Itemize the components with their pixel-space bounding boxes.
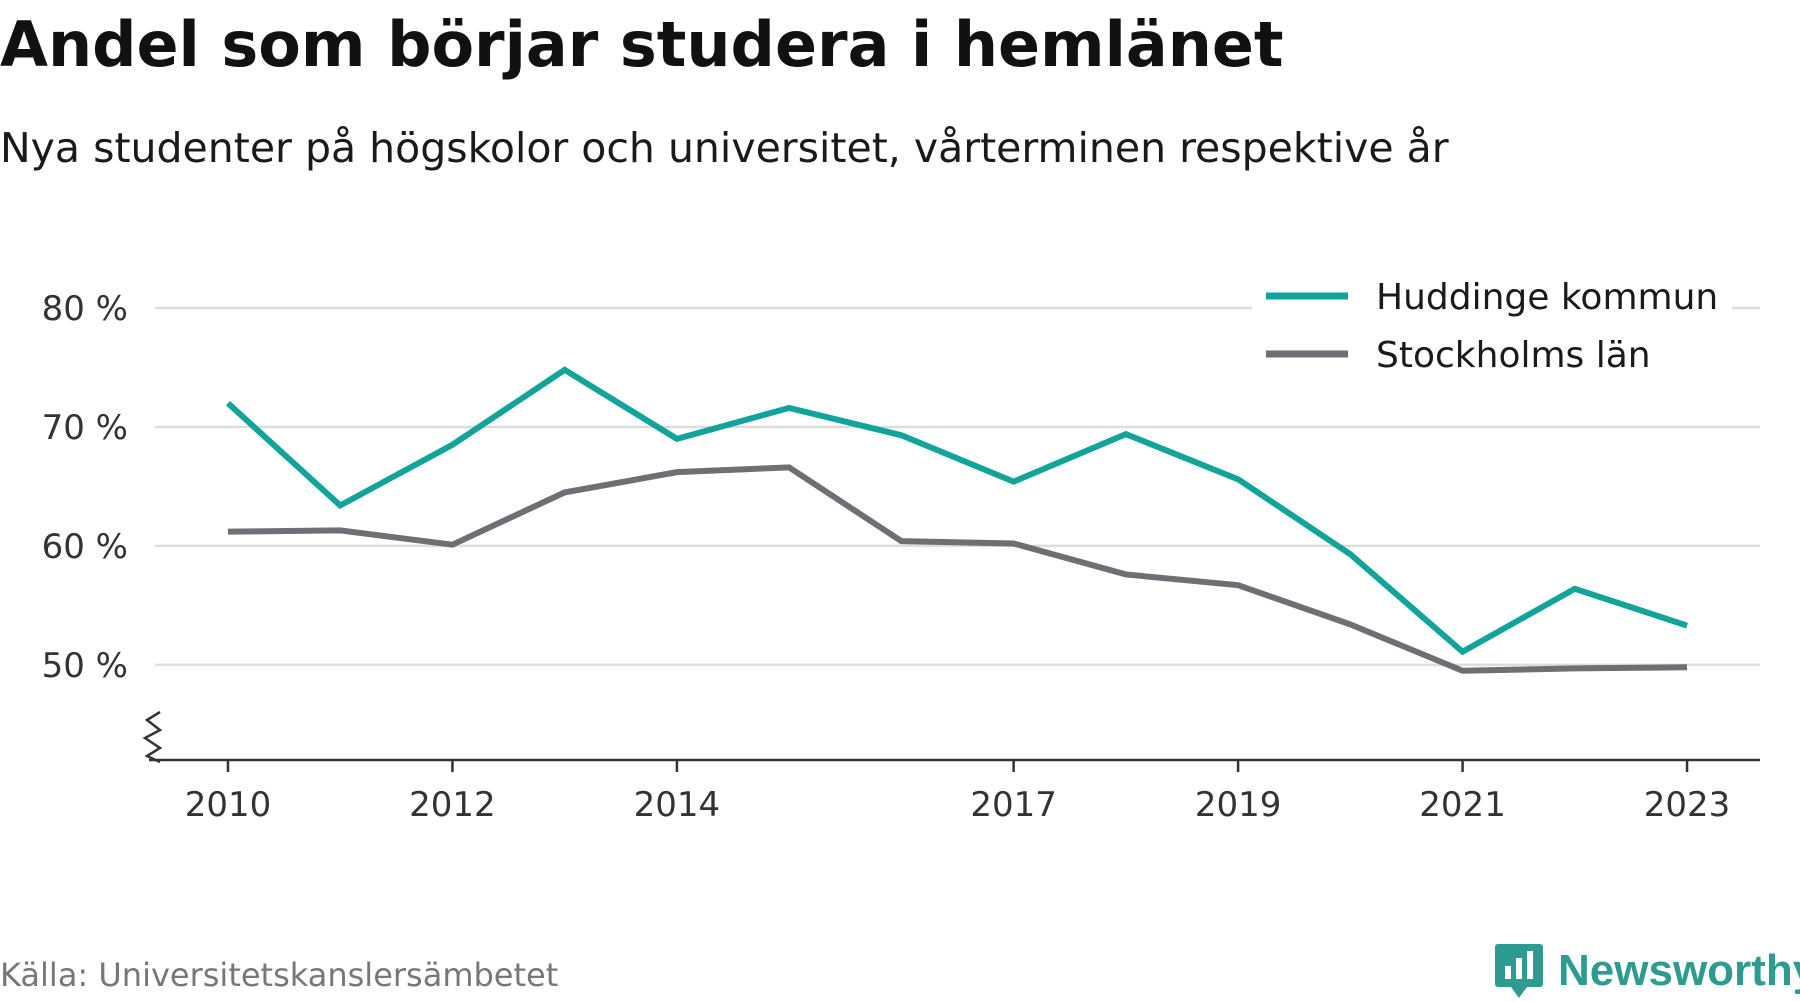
x-tick-label: 2019 bbox=[1195, 785, 1282, 825]
x-tick-label: 2017 bbox=[970, 785, 1057, 825]
x-axis-labels: 2010 2012 2014 2017 2019 2021 2023 bbox=[185, 760, 1731, 825]
series-lines bbox=[225, 366, 1688, 674]
x-tick-label: 2014 bbox=[634, 785, 721, 825]
y-tick-label: 70 % bbox=[42, 408, 128, 448]
series-line-stockholm bbox=[227, 464, 1688, 674]
x-axis bbox=[142, 710, 1760, 764]
brand-name: Newsworthy bbox=[1558, 946, 1800, 995]
legend-label-huddinge: Huddinge kommun bbox=[1376, 277, 1718, 318]
legend-label-stockholm: Stockholms län bbox=[1376, 335, 1651, 376]
x-tick-label: 2010 bbox=[185, 785, 272, 825]
axis-break-mark bbox=[142, 710, 163, 764]
x-tick-label: 2012 bbox=[409, 785, 496, 825]
y-tick-label: 80 % bbox=[42, 289, 128, 329]
legend: Huddinge kommun Stockholms län bbox=[1252, 268, 1732, 378]
series-line-huddinge bbox=[225, 366, 1688, 656]
chart-subtitle: Nya studenter på högskolor och universit… bbox=[0, 124, 1449, 172]
newsworthy-logo-icon bbox=[1495, 944, 1543, 998]
y-axis-labels: 50 % 60 % 70 % 80 % bbox=[42, 289, 128, 686]
legend-background bbox=[1252, 268, 1732, 378]
y-tick-label: 60 % bbox=[42, 527, 128, 567]
source-note: Källa: Universitetskanslersämbetet bbox=[0, 956, 559, 994]
y-tick-label: 50 % bbox=[42, 646, 128, 686]
newsworthy-logo: Newsworthy bbox=[1494, 940, 1800, 1002]
x-tick-label: 2021 bbox=[1419, 785, 1506, 825]
chart-title: Andel som börjar studera i hemlänet bbox=[0, 8, 1284, 81]
x-tick-label: 2023 bbox=[1644, 785, 1731, 825]
